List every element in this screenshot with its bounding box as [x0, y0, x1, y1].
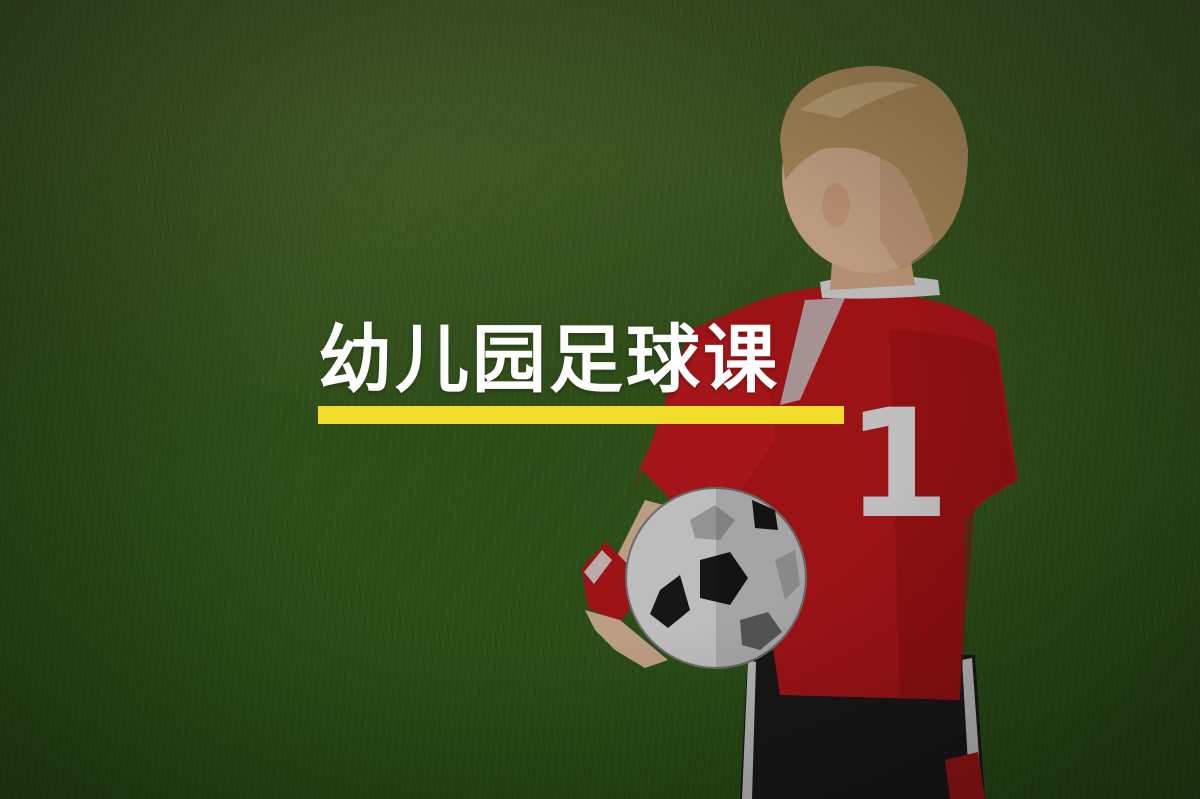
ear — [822, 183, 850, 227]
wristband-highlight — [584, 550, 612, 584]
jersey-number: 1 — [846, 378, 950, 552]
jersey-shoulder-stripe — [780, 298, 845, 405]
title-block: 幼儿园足球课 — [318, 314, 846, 424]
hair-highlight — [800, 81, 920, 118]
jersey-sleeve — [640, 330, 775, 530]
shorts-red-trim — [945, 752, 985, 799]
hand — [585, 610, 668, 668]
soccer-ball — [625, 487, 807, 669]
title-underline — [318, 406, 844, 424]
jersey-shading — [890, 330, 1015, 700]
shorts-stripe-left — [742, 660, 756, 799]
page-title: 幼儿园足球课 — [318, 317, 780, 403]
